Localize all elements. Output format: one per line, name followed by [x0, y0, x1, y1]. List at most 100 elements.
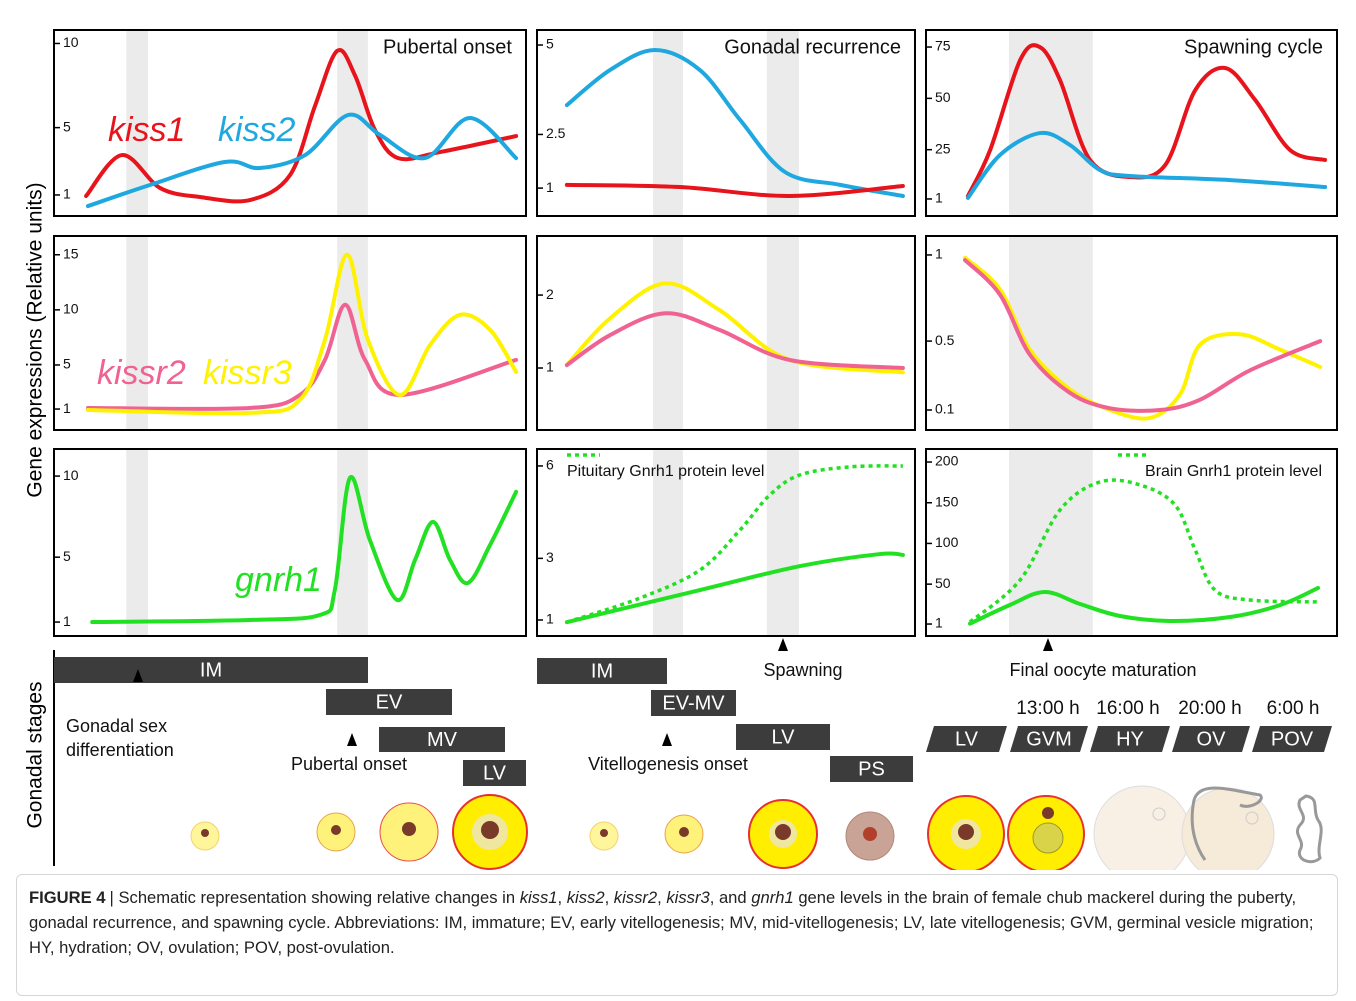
series-label: kissr2 [97, 354, 186, 392]
y-tick-label: 10 [63, 301, 79, 317]
series-line [92, 477, 516, 622]
y-tick-label: 5 [546, 36, 554, 52]
event-label: Pubertal onset [291, 754, 407, 774]
stage-bar-label: IM [591, 660, 613, 682]
event-marker [778, 638, 788, 651]
egg-nucleus [600, 829, 608, 837]
stage-bar-label: POV [1271, 728, 1314, 750]
page: Gene expressions (Relative units) Gonada… [0, 0, 1356, 1001]
egg-nucleus [402, 822, 416, 836]
y-tick-label: 200 [935, 453, 959, 469]
y-tick-label: 0.5 [935, 332, 955, 348]
series-label: kiss2 [218, 111, 296, 149]
stage-bar-label: LV [483, 762, 507, 784]
y-tick-label: 2.5 [546, 125, 566, 141]
event-label: differentiation [66, 740, 174, 760]
stage-time: 20:00 h [1178, 698, 1241, 719]
y-tick-label: 1 [63, 400, 71, 416]
y-tick-label: 15 [63, 245, 79, 261]
egg-nucleus [481, 821, 499, 839]
y-tick-label: 1 [63, 186, 71, 202]
series-line [567, 466, 903, 622]
y-tick-label: 25 [935, 140, 951, 156]
series-line [567, 553, 903, 622]
series-label: gnrh1 [235, 561, 322, 599]
egg-yolk [1033, 823, 1063, 853]
event-label: Spawning [763, 660, 842, 680]
y-tick-label: 150 [935, 493, 959, 509]
stage-bar-label: EV-MV [662, 692, 725, 714]
y-tick-label: 0.1 [935, 401, 955, 417]
stage-time: 16:00 h [1096, 698, 1159, 719]
caption-label: FIGURE 4 [29, 888, 106, 907]
stage-bar-label: OV [1197, 728, 1227, 750]
legend-label: Brain Gnrh1 protein level [1145, 463, 1322, 480]
stage-bar-label: LV [772, 726, 796, 748]
caption-text: , [657, 888, 666, 907]
stage-bar-label: LV [955, 728, 979, 750]
stage-band [767, 236, 799, 430]
caption: FIGURE 4| Schematic representation showi… [16, 874, 1338, 996]
y-tick-label: 1 [935, 246, 943, 262]
y-tick-label: 1 [935, 615, 943, 631]
stage-band [126, 449, 148, 636]
stage-time: 13:00 h [1016, 698, 1079, 719]
stage-bar-label: EV [376, 691, 403, 713]
chart-frame [54, 449, 526, 636]
y-tick-label: 10 [63, 34, 79, 50]
event-marker [662, 733, 672, 746]
egg-nucleus [863, 827, 877, 841]
series-line [567, 50, 903, 196]
series-line [567, 283, 903, 372]
caption-text: , [558, 888, 567, 907]
y-tick-label: 5 [63, 356, 71, 372]
event-label: Gonadal sex [66, 716, 167, 736]
y-tick-label: 75 [935, 38, 951, 54]
chart-title: Gonadal recurrence [724, 36, 901, 58]
y-tick-label: 1 [546, 611, 554, 627]
egg-nucleus [775, 824, 791, 840]
event-label: Vitellogenesis onset [588, 754, 748, 774]
legend-label: Pituitary Gnrh1 protein level [567, 463, 764, 480]
y-tick-label: 100 [935, 534, 959, 550]
series-label: kiss1 [108, 111, 185, 149]
stage-bar-label: MV [427, 729, 458, 751]
stage-time: 6:00 h [1267, 698, 1320, 719]
caption-gene: kiss2 [567, 888, 605, 907]
y-tick-label: 50 [935, 89, 951, 105]
y-tick-label: 3 [546, 549, 554, 565]
y-tick-label: 2 [546, 286, 554, 302]
stage-bar-label: PS [858, 758, 885, 780]
y-tick-label: 1 [63, 613, 71, 629]
caption-gene: gnrh1 [751, 888, 793, 907]
egg [1094, 786, 1190, 870]
stage-bar-label: IM [200, 659, 222, 681]
egg-nucleus [679, 827, 689, 837]
chart-title: Spawning cycle [1184, 36, 1323, 58]
stage-band [767, 449, 799, 636]
y-tick-label: 5 [63, 548, 71, 564]
egg-nucleus [958, 824, 974, 840]
y-axis-label: Gene expressions (Relative units) [24, 182, 47, 497]
event-marker [347, 733, 357, 746]
stage-band [653, 236, 683, 430]
caption-gene: kiss1 [520, 888, 558, 907]
event-marker [1043, 638, 1053, 651]
eggs [191, 786, 1321, 870]
caption-text: , and [710, 888, 752, 907]
y-tick-label: 1 [546, 359, 554, 375]
figure: Gene expressions (Relative units) Gonada… [0, 0, 1356, 870]
stages-label: Gonadal stages [24, 681, 47, 828]
y-tick-label: 5 [63, 118, 71, 134]
stage-bar-label: GVM [1026, 728, 1072, 750]
chart-frame [926, 236, 1337, 430]
series-label: kissr3 [203, 354, 292, 392]
event-label: Final oocyte maturation [1009, 660, 1196, 680]
stage-band [1009, 449, 1093, 636]
stage-bar-label: HY [1116, 728, 1144, 750]
y-tick-label: 6 [546, 457, 554, 473]
stage-band [126, 236, 148, 430]
caption-text: | Schematic representation showing relat… [110, 888, 520, 907]
caption-text: , [605, 888, 614, 907]
egg-membrane [1297, 796, 1321, 862]
